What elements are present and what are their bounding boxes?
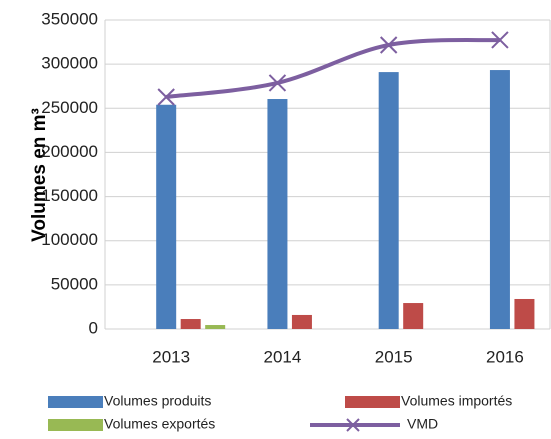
y-axis-label: Volumes en m³ xyxy=(29,108,50,242)
bar xyxy=(403,303,424,329)
legend-label: Volumes exportés xyxy=(104,416,215,432)
marker xyxy=(268,74,287,92)
marker xyxy=(157,88,175,106)
y-tick-label: 250000 xyxy=(41,98,98,117)
legend-swatch xyxy=(48,419,103,431)
marker xyxy=(379,36,398,54)
y-tick-label: 350000 xyxy=(41,9,98,28)
marker xyxy=(491,31,509,49)
x-tick-label: 2016 xyxy=(486,347,524,366)
bar xyxy=(180,319,201,329)
x-tick-label: 2015 xyxy=(375,347,413,366)
y-tick-label: 150000 xyxy=(41,186,98,205)
legend-swatch xyxy=(48,396,103,408)
legend-swatch xyxy=(345,396,400,408)
y-tick-label: 300000 xyxy=(41,54,98,73)
bar xyxy=(267,99,288,329)
y-tick-label: 100000 xyxy=(41,230,98,249)
y-tick-label: 50000 xyxy=(51,274,98,293)
bar xyxy=(514,298,535,329)
x-tick-label: 2014 xyxy=(264,347,302,366)
legend-swatch xyxy=(346,418,360,432)
legend-label: Volumes produits xyxy=(104,393,211,409)
x-tick-label: 2013 xyxy=(152,347,190,366)
line xyxy=(165,37,501,99)
legend-label: Volumes importés xyxy=(401,393,512,409)
y-tick-label: 0 xyxy=(89,318,98,337)
y-tick-label: 200000 xyxy=(41,142,98,161)
legend-label: VMD xyxy=(407,416,438,432)
bar xyxy=(156,104,177,329)
bar xyxy=(205,325,226,329)
bar xyxy=(378,72,399,330)
bar xyxy=(291,314,312,329)
bar xyxy=(489,70,510,330)
